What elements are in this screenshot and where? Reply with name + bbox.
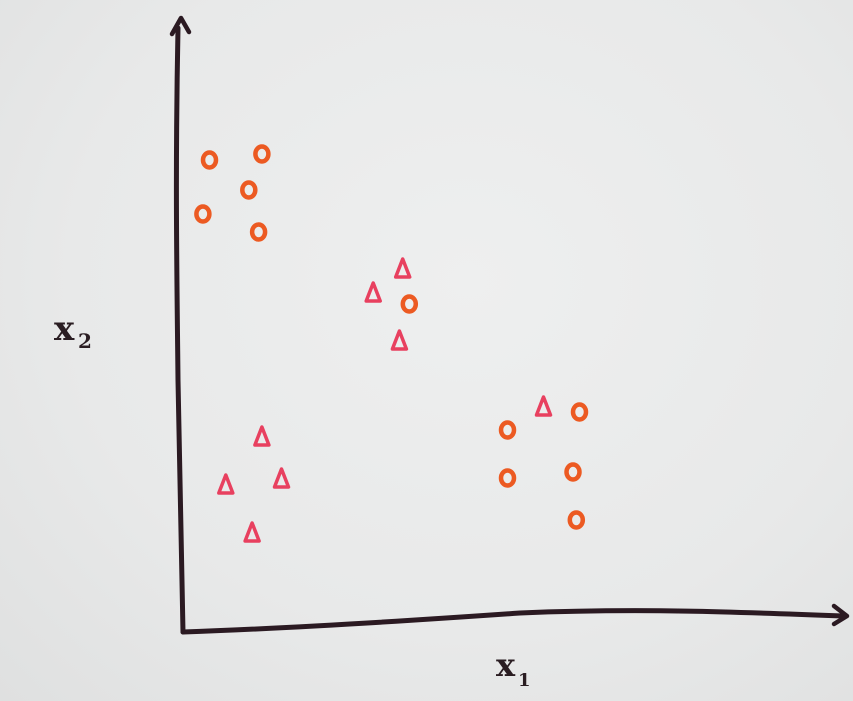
- triangle-point: [253, 425, 271, 447]
- circle-point: [498, 420, 517, 440]
- data-points: [194, 144, 589, 543]
- circle-point: [200, 150, 219, 170]
- triangle-point: [272, 467, 291, 489]
- x-axis-label-subscript: 1: [518, 670, 531, 691]
- circle-point: [249, 222, 268, 242]
- y-axis-label-subscript: 2: [78, 329, 92, 353]
- circle-point: [564, 462, 582, 482]
- circle-point: [240, 180, 258, 200]
- circle-point: [498, 468, 517, 488]
- x-axis-label: x: [496, 646, 516, 684]
- y-axis-arrow: [169, 15, 192, 37]
- circle-point: [253, 144, 271, 164]
- circle-point: [567, 510, 586, 530]
- triangle-point: [364, 281, 382, 303]
- x-axis-line: [180, 608, 845, 635]
- triangle-point: [390, 329, 409, 351]
- triangle-point: [393, 257, 412, 279]
- triangle-point: [534, 395, 553, 417]
- y-axis-label: x: [54, 309, 75, 349]
- circle-point: [194, 204, 212, 224]
- x-axis-arrow: [831, 603, 850, 627]
- triangle-point: [243, 521, 261, 543]
- circle-point: [570, 402, 589, 422]
- circle-point: [400, 294, 419, 314]
- triangle-point: [217, 473, 235, 495]
- y-axis-line: [173, 25, 186, 635]
